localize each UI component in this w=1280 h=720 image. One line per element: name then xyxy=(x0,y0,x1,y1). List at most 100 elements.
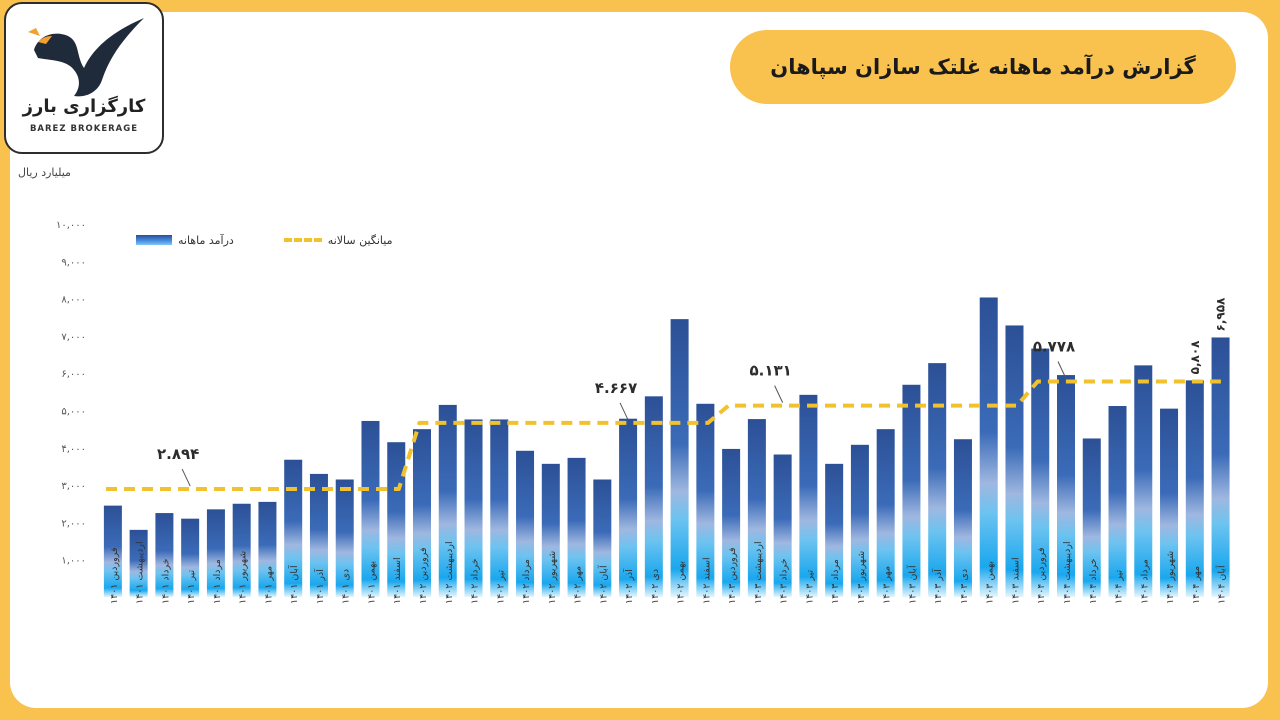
x-tick-label: مهر ۱۴۰۲ xyxy=(573,566,584,604)
revenue-bar xyxy=(773,454,792,597)
y-tick-label: ۷,۰۰۰ xyxy=(61,332,86,343)
revenue-bar xyxy=(335,479,354,597)
revenue-bar xyxy=(309,473,328,597)
revenue-bar xyxy=(1160,408,1179,597)
x-tick-label: تیر ۱۴۰۱ xyxy=(186,569,197,604)
revenue-bar xyxy=(876,429,895,597)
brand-logo: کارگزاری بارز BAREZ BROKERAGE xyxy=(4,2,164,154)
bar-data-label: ۵,۸۰۸ xyxy=(1188,340,1202,375)
x-tick-label: مهر ۱۴۰۳ xyxy=(882,566,893,604)
revenue-bar xyxy=(1134,365,1153,597)
legend: درآمد ماهانه میانگین سالانه xyxy=(136,232,399,248)
x-tick-label: اسفند ۱۴۰۱ xyxy=(392,557,403,604)
x-tick-label: آبان ۱۴۰۴ xyxy=(1215,565,1228,604)
x-tick-label: فروردین ۱۴۰۲ xyxy=(418,547,429,604)
legend-line-swatch xyxy=(283,238,322,242)
revenue-bar xyxy=(1082,438,1101,597)
revenue-bar xyxy=(928,363,947,597)
legend-bar-swatch xyxy=(136,235,172,245)
x-tick-label: بهمن ۱۴۰۱ xyxy=(366,561,377,604)
revenue-bar xyxy=(129,529,148,597)
unit-label: میلیارد ریال xyxy=(18,166,71,179)
x-tick-label: فروردین ۱۴۰۳ xyxy=(727,547,738,604)
revenue-bar xyxy=(361,420,380,597)
y-tick-label: ۲,۰۰۰ xyxy=(61,518,86,529)
revenue-bar xyxy=(103,505,122,597)
average-value-label: ۵.۷۷۸ xyxy=(1033,337,1075,355)
revenue-bar xyxy=(979,297,998,597)
x-tick-label: شهریور ۱۴۰۱ xyxy=(238,551,249,604)
revenue-bar xyxy=(541,463,560,597)
bar-data-label: ۶,۹۵۸ xyxy=(1214,297,1228,332)
revenue-bar xyxy=(206,509,225,597)
x-tick-label: فروردین ۱۴۰۱ xyxy=(109,547,120,604)
revenue-bar xyxy=(1108,406,1127,597)
x-tick-label: اسفند ۱۴۰۳ xyxy=(1010,557,1021,604)
y-tick-label: ۱,۰۰۰ xyxy=(61,556,86,567)
revenue-bar xyxy=(696,403,715,597)
x-tick-label: خرداد ۱۴۰۴ xyxy=(1088,558,1099,604)
x-tick-label: آذر ۱۴۰۱ xyxy=(313,569,326,604)
x-tick-label: مهر ۱۴۰۱ xyxy=(263,566,274,604)
logo-text-en: BAREZ BROKERAGE xyxy=(29,124,139,134)
x-tick-label: شهریور ۱۴۰۴ xyxy=(1165,551,1176,604)
revenue-bar xyxy=(516,450,535,597)
average-leader-line xyxy=(1057,361,1067,379)
average-value-label: ۴.۶۶۷ xyxy=(595,379,637,397)
revenue-bar xyxy=(1031,348,1050,597)
y-tick-label: ۱۰,۰۰۰ xyxy=(56,220,86,231)
revenue-bar xyxy=(953,439,972,597)
revenue-bar xyxy=(902,384,921,597)
revenue-bar xyxy=(490,419,509,597)
revenue-bar xyxy=(644,396,663,597)
x-tick-label: خرداد ۱۴۰۲ xyxy=(470,558,481,604)
revenue-bar xyxy=(232,503,251,597)
x-tick-label: بهمن ۱۴۰۲ xyxy=(676,561,687,604)
revenue-bar xyxy=(850,444,869,597)
eagle-logo-icon xyxy=(28,18,144,97)
x-tick-label: مهر ۱۴۰۴ xyxy=(1191,566,1202,604)
x-tick-label: خرداد ۱۴۰۳ xyxy=(779,558,790,604)
revenue-bar xyxy=(464,419,483,597)
x-tick-label: آبان ۱۴۰۱ xyxy=(287,565,300,604)
x-tick-label: شهریور ۱۴۰۲ xyxy=(547,551,558,604)
revenue-bar xyxy=(181,518,200,597)
x-tick-label: اردیبهشت ۱۴۰۲ xyxy=(444,541,455,604)
x-tick-label: شهریور ۱۴۰۳ xyxy=(856,551,867,604)
average-leader-line xyxy=(181,468,191,487)
revenue-bar xyxy=(619,418,638,597)
y-tick-label: ۶,۰۰۰ xyxy=(61,369,86,380)
x-tick-label: دی ۱۴۰۲ xyxy=(650,569,661,604)
x-tick-label: مرداد ۱۴۰۱ xyxy=(212,559,223,604)
average-value-label: ۵.۱۳۱ xyxy=(749,362,791,380)
x-tick-label: فروردین ۱۴۰۴ xyxy=(1036,547,1047,604)
page-title: گزارش درآمد ماهانه غلتک سازان سپاهان xyxy=(770,55,1196,79)
legend-bars-label: درآمد ماهانه xyxy=(178,233,234,247)
title-pill: گزارش درآمد ماهانه غلتک سازان سپاهان xyxy=(730,30,1236,104)
x-tick-label: آبان ۱۴۰۳ xyxy=(905,565,918,604)
y-tick-label: ۵,۰۰۰ xyxy=(61,407,86,418)
average-leader-line xyxy=(774,385,784,403)
x-tick-label: خرداد ۱۴۰۱ xyxy=(160,558,171,604)
revenue-bar xyxy=(387,442,406,597)
revenue-bar xyxy=(1185,380,1204,597)
y-tick-label: ۳,۰۰۰ xyxy=(61,481,86,492)
x-tick-label: اسفند ۱۴۰۲ xyxy=(701,557,712,604)
x-tick-label: اردیبهشت ۱۴۰۱ xyxy=(135,541,146,604)
revenue-bar xyxy=(284,459,303,597)
annual-average-line xyxy=(106,379,1224,492)
x-tick-label: آذر ۱۴۰۳ xyxy=(931,569,944,604)
x-tick-label: دی ۱۴۰۱ xyxy=(341,569,352,604)
revenue-bar xyxy=(825,463,844,597)
revenue-bar xyxy=(670,319,689,597)
y-tick-label: ۴,۰۰۰ xyxy=(61,444,86,455)
revenue-bar xyxy=(593,479,612,597)
average-value-label: ۲.۸۹۴ xyxy=(157,445,199,463)
x-tick-label: تیر ۱۴۰۳ xyxy=(804,569,815,604)
y-tick-label: ۸,۰۰۰ xyxy=(61,295,86,306)
x-tick-label: تیر ۱۴۰۲ xyxy=(495,569,506,604)
average-leader-line xyxy=(619,402,629,421)
revenue-bar xyxy=(1211,337,1230,597)
revenue-bar xyxy=(438,404,457,597)
